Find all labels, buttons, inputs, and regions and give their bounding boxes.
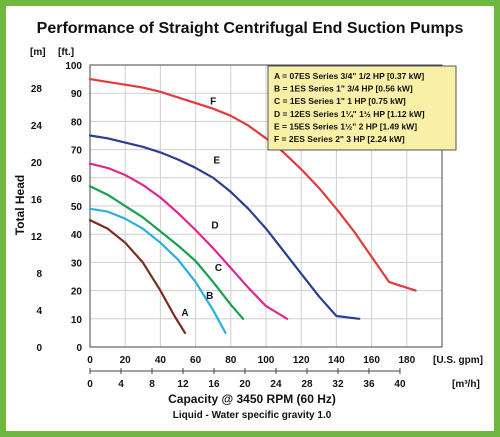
- gpm-tick-label: 100: [258, 355, 275, 366]
- left-axis-unit: [m]: [30, 47, 46, 58]
- gpm-tick-label: 80: [225, 355, 237, 366]
- m-tick-label: 12: [31, 232, 43, 243]
- series-line-e: [88, 134, 361, 320]
- chart-title: Performance of Straight Centrifugal End …: [37, 20, 464, 37]
- m-tick-label: 28: [31, 84, 43, 95]
- ft-tick-label: 100: [65, 61, 82, 72]
- gpm-tick-label: 140: [328, 355, 345, 366]
- gpm-tick-label: 20: [120, 355, 132, 366]
- legend-entry: A = 07ES Series 3/4" 1/2 HP [0.37 kW]: [274, 71, 424, 81]
- legend-entry: F = 2ES Series 2" 3 HP [2.24 kW]: [274, 134, 405, 144]
- m3h-tick-label: 12: [177, 379, 189, 390]
- gpm-tick-label: 0: [87, 355, 93, 366]
- series-line-c: [88, 185, 245, 320]
- m-tick-label: 8: [36, 269, 42, 280]
- gpm-tick-label: 120: [293, 355, 310, 366]
- m3h-tick-label: 24: [270, 379, 282, 390]
- ft-tick-label: 40: [71, 230, 83, 241]
- ft-tick-label: 70: [71, 146, 83, 157]
- legend-entry: B = 1ES Series 1" 3/4 HP [0.56 kW]: [274, 84, 413, 94]
- m3h-tick-label: 32: [332, 379, 344, 390]
- m3h-tick-label: 28: [301, 379, 313, 390]
- plot-border: [89, 64, 443, 348]
- m3h-tick-label: 16: [208, 379, 220, 390]
- ft-tick-label: 20: [71, 287, 83, 298]
- gpm-tick-label: 60: [190, 355, 202, 366]
- gpm-tick-label: 40: [155, 355, 167, 366]
- m3h-tick-label: 0: [87, 379, 93, 390]
- series-label-f: F: [210, 96, 216, 107]
- chart-subtitle: Liquid - Water specific gravity 1.0: [173, 410, 332, 421]
- m-tick-label: 16: [31, 195, 43, 206]
- series-line-f: [88, 78, 417, 292]
- gpm-tick-label: 160: [363, 355, 380, 366]
- m3h-tick-label: 36: [363, 379, 375, 390]
- m-tick-label: 24: [31, 121, 43, 132]
- series-label-d: D: [211, 221, 218, 232]
- m3h-tick-label: 20: [239, 379, 251, 390]
- ft-tick-label: 50: [71, 202, 83, 213]
- series-label-e: E: [213, 156, 220, 167]
- ft-tick-label: 10: [71, 315, 83, 326]
- right-axis-unit: [ft.]: [58, 47, 74, 58]
- m-tick-label: 4: [36, 306, 42, 317]
- ft-tick-label: 60: [71, 174, 83, 185]
- m3h-tick-label: 8: [149, 379, 155, 390]
- series-line-b: [88, 207, 227, 334]
- legend-entry: E = 15ES Series 1½" 2 HP [1.49 kW]: [274, 121, 417, 131]
- series-label-b: B: [206, 291, 213, 302]
- series-label-c: C: [215, 263, 222, 274]
- series-label-a: A: [181, 308, 188, 319]
- m3h-tick-label: 4: [118, 379, 124, 390]
- m3h-tick-label: 40: [394, 379, 406, 390]
- ft-tick-label: 80: [71, 117, 83, 128]
- m-tick-label: 20: [31, 158, 43, 169]
- ft-tick-label: 30: [71, 258, 83, 269]
- m-tick-label: 0: [36, 343, 42, 354]
- legend-entry: D = 12ES Series 1¼" 1½ HP [1.12 kW]: [274, 109, 425, 119]
- series-line-a: [88, 219, 187, 334]
- y-axis-label: Total Head: [13, 175, 27, 235]
- series-line-d: [88, 162, 289, 320]
- ft-tick-label: 0: [76, 343, 82, 354]
- gpm-unit-label: [U.S. gpm]: [433, 355, 483, 366]
- m3h-unit-label: [m³/h]: [452, 379, 480, 390]
- gpm-tick-label: 180: [398, 355, 415, 366]
- ft-tick-label: 90: [71, 89, 83, 100]
- legend-entry: C = 1ES Series 1" 1 HP [0.75 kW]: [274, 96, 406, 106]
- legend-box: [267, 65, 457, 151]
- x-axis-label: Capacity @ 3450 RPM (60 Hz): [168, 392, 336, 406]
